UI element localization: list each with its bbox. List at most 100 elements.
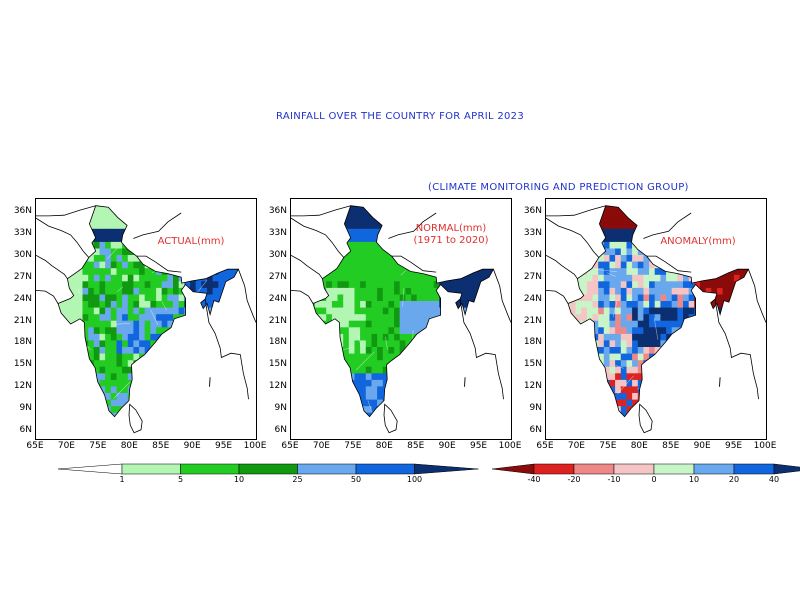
grid-cell [343,300,350,308]
grid-cell [456,425,462,432]
state-boundary [113,381,131,399]
grid-cell [722,412,729,417]
grid-cell [116,267,123,275]
grid-cell [65,300,72,308]
grid-cell [59,326,66,334]
grid-cell [450,280,457,288]
grid-cell [337,333,344,341]
grid-cell [609,340,616,347]
grid-cell [417,199,423,203]
grid-cell [93,300,100,308]
grid-cell [190,346,197,354]
grid-cell [377,274,384,282]
grid-cell [304,242,310,249]
grid-cell [739,287,746,295]
grid-cell [235,359,239,367]
grid-cell [65,261,72,269]
grid-cell [632,274,639,282]
grid-cell [88,353,95,361]
grid-cell [637,254,644,262]
grid-cell [456,359,463,367]
grid-cell [705,313,712,321]
grid-cell [94,419,100,426]
grid-cell [399,412,406,417]
grid-cell [416,359,423,367]
grid-cell [82,208,89,216]
grid-cell [586,353,593,361]
grid-cell [654,392,661,400]
grid-cell [201,205,208,210]
grid-cell [366,425,372,432]
grid-cell [122,359,129,367]
grid-cell [150,333,157,341]
grid-cell [388,241,395,249]
grid-cell [711,221,718,229]
grid-cell [745,386,749,393]
grid-cell [496,425,502,432]
grid-cell [320,359,327,367]
grid-cell [212,205,219,210]
grid-cell [711,248,718,255]
grid-cell [235,333,239,341]
grid-cell [354,399,361,407]
grid-cell [615,307,622,315]
lat-tick-label: 36N [13,206,32,216]
grid-cell [241,268,247,275]
grid-cell [371,399,378,407]
grid-cell [569,320,576,328]
grid-cell [569,205,576,210]
grid-cell [365,241,372,249]
grid-cell [326,205,333,210]
grid-cell [723,419,729,426]
grid-cell [620,340,627,347]
grid-cell [76,287,83,295]
grid-cell [405,248,412,255]
grid-cell [173,372,180,380]
grid-cell [416,392,423,400]
grid-cell [620,294,627,301]
grid-cell [751,393,757,400]
grid-cell [94,199,100,203]
grid-cell [490,208,494,216]
grid-cell [677,366,684,374]
border-line [643,212,692,239]
grid-cell [666,320,673,328]
grid-cell [445,300,452,308]
grid-cell [195,205,202,210]
grid-cell [229,215,236,223]
grid-cell [122,307,129,315]
grid-cell [717,307,724,315]
grid-cell [422,333,429,341]
grid-cell [694,208,701,216]
grid-cell [422,248,429,255]
grid-cell [71,294,78,301]
grid-cell [195,267,202,275]
grid-cell [88,280,95,288]
grid-cell [603,267,610,275]
grid-cell [54,199,60,203]
grid-cell [473,412,480,417]
grid-cell [422,425,428,432]
grid-cell [348,346,355,354]
grid-cell [394,199,400,203]
grid-cell [365,294,372,301]
grid-cell [371,267,378,275]
border-line [546,217,600,258]
grid-cell [304,399,310,406]
grid-cell [241,386,247,393]
grid-cell [728,221,735,229]
grid-cell [620,412,627,417]
grid-cell [705,386,712,393]
grid-cell [49,360,55,367]
grid-cell [576,425,582,432]
grid-cell [93,405,100,413]
grid-cell [654,379,661,387]
grid-cell [433,267,440,275]
grid-cell [484,267,491,275]
grid-cell [660,346,667,354]
grid-cell [314,399,321,407]
grid-cell [615,340,622,347]
grid-cell [49,320,55,327]
grid-cell [241,228,247,235]
grid-cell [615,346,622,354]
